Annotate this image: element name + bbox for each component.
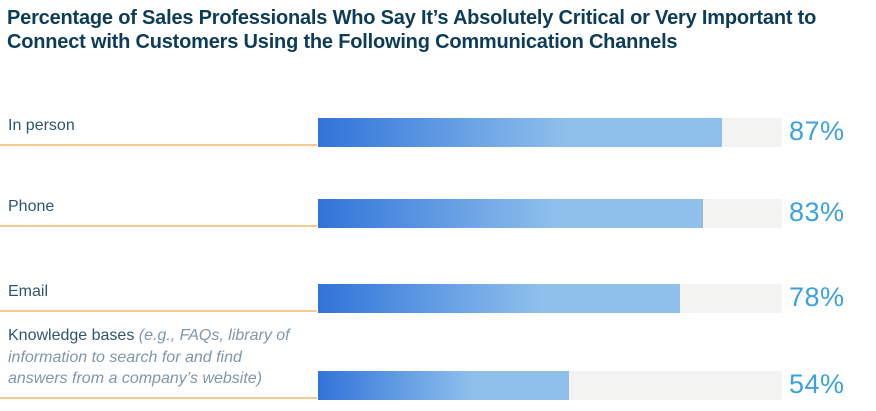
category-label-in-person: In person [8, 115, 308, 137]
category-label-text: Email [8, 283, 49, 300]
bar-track [318, 284, 782, 313]
bar-row-phone: Phone 83% [0, 196, 876, 228]
value-label-knowledge-bases: 54% [789, 369, 845, 399]
value-label-email: 78% [789, 282, 845, 312]
bar-row-in-person: In person 87% [0, 115, 876, 147]
category-note-text: (e.g., FAQs, library of information to s… [8, 327, 290, 387]
bar-track [318, 199, 782, 228]
category-label-text: Phone [8, 198, 55, 215]
bar-track [318, 371, 782, 400]
category-label-phone: Phone [8, 196, 308, 218]
bar-fill-in-person [318, 118, 722, 147]
label-underline [0, 310, 317, 312]
bar-fill-email [318, 284, 680, 313]
chart-title: Percentage of Sales Professionals Who Sa… [7, 7, 867, 54]
chart-title-line-2: Connect with Customers Using the Followi… [7, 30, 678, 53]
bar-row-email: Email 78% [0, 281, 876, 313]
bar-fill-knowledge-bases [318, 371, 569, 400]
label-underline [0, 397, 317, 399]
bar-track [318, 118, 782, 147]
label-underline [0, 225, 317, 227]
category-label-knowledge-bases: Knowledge bases (e.g., FAQs, library of … [8, 325, 300, 390]
label-underline [0, 144, 317, 146]
bar-fill-phone [318, 199, 704, 228]
category-label-email: Email [8, 281, 308, 303]
chart-title-line-1: Percentage of Sales Professionals Who Sa… [7, 7, 817, 29]
category-label-text: Knowledge bases [8, 327, 135, 344]
value-label-phone: 83% [789, 197, 845, 227]
category-label-text: In person [8, 117, 75, 134]
bar-row-knowledge-bases: Knowledge bases (e.g., FAQs, library of … [0, 327, 876, 400]
value-label-in-person: 87% [789, 116, 845, 146]
